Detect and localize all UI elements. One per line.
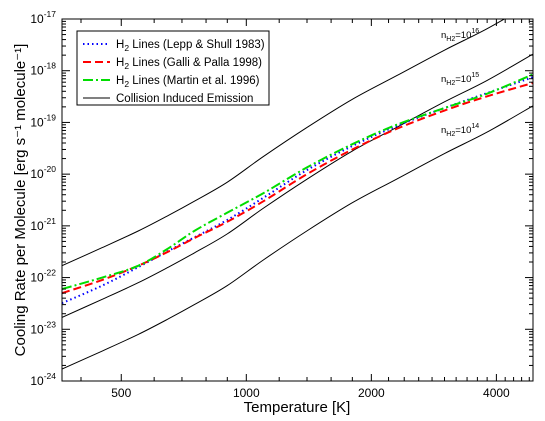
axis-layer: 500 1000 2000 4000 10-24 10-23 10-22 10-21 10-20… (30, 9, 533, 400)
density-curve-label: nH2=1014 (441, 123, 479, 138)
legend-box (76, 30, 270, 106)
y-tick-label: 10-20 (30, 164, 56, 181)
series-line-6 (62, 105, 533, 370)
legend: H2 Lines (Lepp & Shull 1983) H2 Lines (Ga… (76, 30, 270, 106)
x-tick-label: 2000 (358, 386, 385, 400)
density-curve-label: nH2=1015 (441, 72, 479, 87)
y-axis-title: Cooling Rate per Molecule [erg s⁻¹ molec… (12, 44, 29, 357)
y-tick-label: 10-17 (30, 9, 56, 26)
y-tick-label: 10-22 (30, 268, 56, 285)
y-tick-label: 10-19 (30, 112, 56, 129)
density-curve-label: nH2=1016 (441, 28, 479, 43)
x-axis-title: Temperature [K] (244, 399, 351, 416)
legend-label: Collision Induced Emission (116, 93, 253, 105)
y-tick-label: 10-23 (30, 319, 56, 336)
curve-label-layer: nH2=1016 nH2=1015 nH2=1014 (441, 28, 479, 138)
legend-label: H2 Lines (Lepp & Shull 1983) (116, 39, 265, 53)
y-tick-label: 10-24 (30, 371, 56, 388)
series-line-5 (62, 53, 533, 318)
x-tick-label: 4000 (483, 386, 510, 400)
series-line-2 (62, 81, 533, 295)
plot-frame (61, 18, 534, 382)
x-tick-label: 500 (111, 386, 131, 400)
legend-label: H2 Lines (Galli & Palla 1998) (116, 57, 262, 71)
series-line-4 (62, 19, 506, 267)
legend-label: H2 Lines (Martin et al. 1996) (116, 75, 260, 89)
x-tick-label: 1000 (233, 386, 260, 400)
y-tick-label: 10-21 (30, 216, 56, 233)
y-tick-label: 10-18 (30, 61, 56, 78)
series-layer (62, 19, 533, 370)
series-line-3 (62, 73, 533, 291)
